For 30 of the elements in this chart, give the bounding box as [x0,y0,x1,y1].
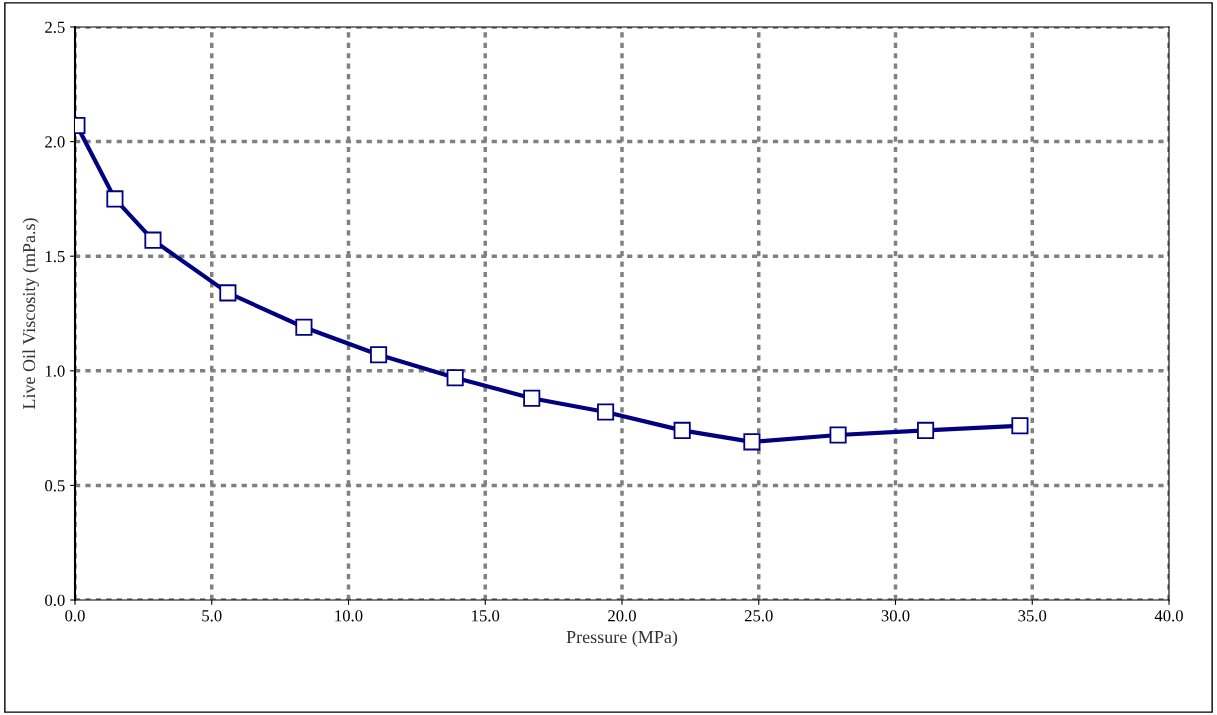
point [597,403,615,421]
point [144,231,162,249]
x-tick-label: 15.0 [472,610,500,622]
point [370,346,388,364]
point [106,190,124,208]
x-tick-label: 0.0 [65,610,85,622]
x-tick-label: 40.0 [1154,610,1183,622]
x-tick-label: 30.0 [881,610,910,622]
x-axis-title: Pressure (MPa) [566,630,678,647]
y-tick-label: 0.5 [45,480,65,492]
point [829,426,847,444]
x-tick-label: 25.0 [744,610,773,622]
x-tick-label: 35.0 [1018,610,1047,622]
y-tick-label: 2.0 [45,136,65,148]
point [743,433,761,451]
y-tick-label: 1.0 [45,365,65,377]
y-axis-title: Live Oil Viscosity (mPa.s) [22,218,39,410]
y-tick-label: 1.5 [45,250,65,263]
x-tick-label: 5.0 [202,610,222,622]
point [1011,417,1029,435]
x-tick-label: 20.0 [608,610,636,622]
point [673,421,691,439]
x-tick-label: 10.0 [335,610,363,622]
point [295,318,313,336]
y-tick-label: 2.5 [45,21,65,34]
point [523,389,541,407]
y-tick-label: 0.0 [45,594,65,607]
point [917,421,935,439]
point [446,369,464,387]
point [219,284,237,302]
